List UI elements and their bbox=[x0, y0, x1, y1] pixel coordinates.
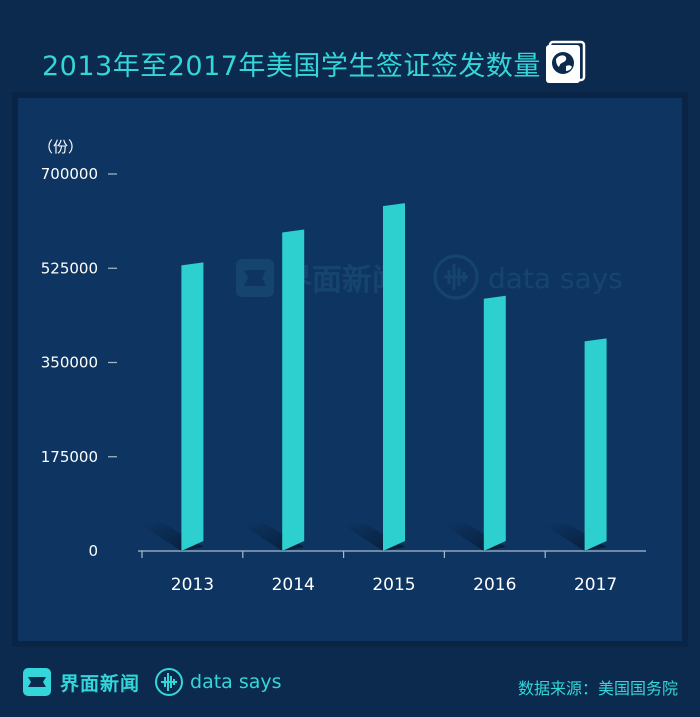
y-tick-label: 525000 bbox=[41, 259, 98, 277]
brand-cn: 界面新闻 bbox=[60, 672, 141, 695]
y-tick-label: 0 bbox=[88, 542, 98, 560]
data-says-logo-icon bbox=[155, 668, 184, 696]
watermark-brand-en: data says bbox=[488, 262, 623, 295]
brand-en: data says bbox=[190, 671, 282, 693]
y-tick-label: 175000 bbox=[41, 448, 98, 466]
data-source: 数据来源：美国国务院 bbox=[517, 679, 678, 698]
y-axis: 0 175000 350000 525000 700000 bbox=[41, 165, 117, 560]
bar-2017 bbox=[584, 338, 607, 551]
chart-panel bbox=[12, 92, 688, 647]
bar-2013 bbox=[181, 262, 204, 551]
x-tick-label: 2017 bbox=[574, 575, 617, 595]
x-tick-label: 2014 bbox=[272, 575, 315, 595]
x-tick-label: 2013 bbox=[171, 575, 214, 595]
y-tick-label: 350000 bbox=[41, 354, 98, 372]
title-bar: 2013年至2017年美国学生签证签发数量 bbox=[0, 0, 700, 90]
y-tick-label: 700000 bbox=[41, 165, 98, 183]
bar-2016 bbox=[483, 295, 506, 551]
bar-2014 bbox=[282, 229, 305, 552]
jiemian-logo-icon bbox=[23, 668, 51, 696]
bars bbox=[141, 203, 607, 552]
chart-title: 2013年至2017年美国学生签证签发数量 bbox=[42, 51, 541, 82]
brand: 界面新闻 data says bbox=[22, 667, 282, 697]
passport-globe-icon bbox=[546, 40, 586, 83]
x-tick-label: 2016 bbox=[473, 575, 516, 595]
x-tick-label: 2015 bbox=[372, 575, 415, 595]
y-axis-label: （份） bbox=[38, 138, 83, 156]
footer: 界面新闻 data says 数据来源：美国国务院 bbox=[0, 655, 700, 717]
bar-2015 bbox=[383, 203, 405, 551]
x-axis: 2013 2014 2015 2016 2017 bbox=[141, 551, 617, 595]
